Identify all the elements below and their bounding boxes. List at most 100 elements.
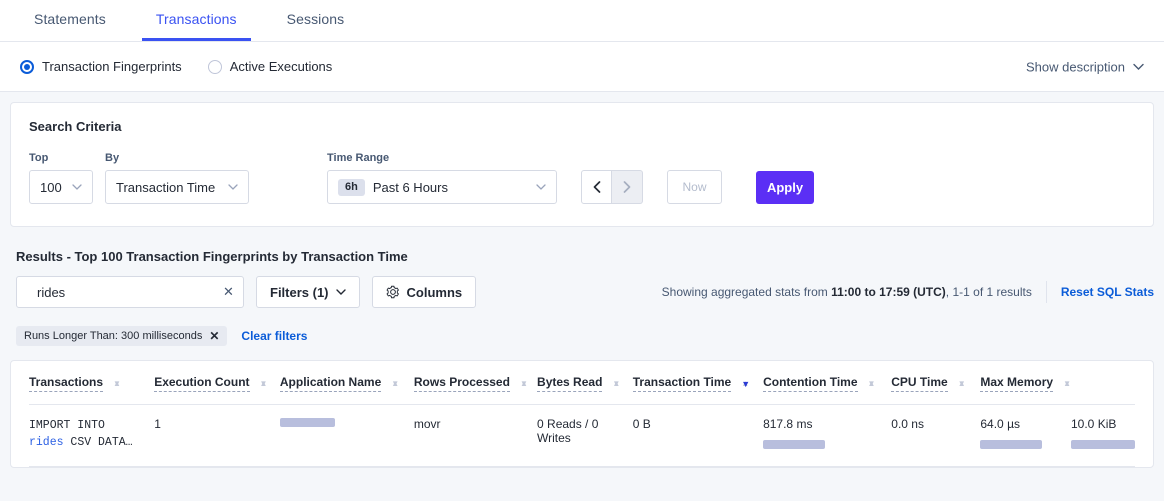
search-criteria-panel: Search Criteria Top 100 By Transaction T… — [10, 102, 1154, 227]
time-range-select[interactable]: 6h Past 6 Hours — [327, 170, 557, 204]
results-table-card: Transactions ▲ ▼ Execution Count ▲ ▼ Appli… — [10, 360, 1154, 468]
results-title: Results - Top 100 Transaction Fingerprin… — [16, 249, 408, 264]
time-range-value: Past 6 Hours — [372, 179, 448, 195]
cell-contention-time: 0.0 ns — [891, 405, 980, 467]
now-button[interactable]: Now — [667, 170, 722, 204]
filters-button[interactable]: Filters (1) — [256, 276, 360, 308]
tab-statements[interactable]: Statements — [20, 0, 120, 41]
top-field: Top 100 — [29, 152, 93, 204]
statement-text: IMPORT INTO rides CSV DATA… — [29, 417, 154, 452]
column-header-max-memory[interactable]: Max Memory ▲ ▼ — [980, 361, 1071, 405]
statement-line-2: rides CSV DATA… — [29, 434, 154, 451]
remove-filter-icon[interactable]: ✕ — [209, 329, 220, 343]
column-header-execution-count[interactable]: Execution Count ▲ ▼ — [154, 361, 280, 405]
execution-count-bar — [279, 418, 335, 427]
tab-transactions[interactable]: Transactions — [141, 0, 251, 41]
stats-divider — [1045, 281, 1047, 303]
table-row[interactable]: IMPORT INTO rides CSV DATA… 1 — [29, 404, 1135, 467]
time-nav-group — [581, 170, 643, 204]
chevron-down-icon — [1133, 63, 1144, 70]
max-memory-bar — [1071, 440, 1135, 449]
stats-prefix: Showing aggregated stats from — [661, 285, 832, 299]
search-box[interactable]: ✕ — [16, 276, 244, 308]
radio-active-executions[interactable]: Active Executions — [207, 59, 332, 74]
rows-processed-value: 0 Reads / 0 Writes — [537, 417, 599, 445]
table-body: IMPORT INTO rides CSV DATA… 1 — [29, 404, 1135, 467]
results-toolbar: ✕ Filters (1) Columns Showing aggregated… — [16, 276, 1154, 308]
gear-icon — [386, 285, 399, 299]
column-header-max-memory-label: Max Memory — [980, 375, 1054, 392]
column-header-transaction-time[interactable]: Transaction Time ▲ ▼ — [632, 361, 763, 405]
search-criteria-controls: Top 100 By Transaction Time — [29, 152, 1135, 204]
cell-transaction-statement[interactable]: IMPORT INTO rides CSV DATA… — [29, 405, 154, 467]
column-header-rows-processed-label: Rows Processed — [413, 375, 510, 392]
stats-suffix: , 1-1 of 1 results — [945, 285, 1032, 299]
tab-bar: Statements Transactions Sessions — [0, 0, 1164, 42]
now-button-label: Now — [682, 180, 707, 194]
active-filters-row: Runs Longer Than: 300 milliseconds ✕ Cle… — [16, 326, 1154, 346]
by-select[interactable]: Transaction Time — [105, 170, 249, 204]
previous-time-button[interactable] — [581, 170, 612, 204]
filters-button-label: Filters (1) — [270, 284, 329, 300]
tab-sessions-label: Sessions — [286, 11, 345, 27]
max-memory-value: 10.0 KiB — [1071, 417, 1117, 431]
column-header-rows-processed[interactable]: Rows Processed ▲ ▼ — [413, 361, 537, 405]
columns-button[interactable]: Columns — [371, 276, 477, 308]
transactions-table: Transactions ▲ ▼ Execution Count ▲ ▼ Appli… — [29, 361, 1135, 467]
filter-chip-runs-longer-than[interactable]: Runs Longer Than: 300 milliseconds ✕ — [16, 326, 228, 346]
column-header-application-name[interactable]: Application Name ▲ ▼ — [279, 361, 414, 405]
column-header-contention-time-label: Contention Time — [763, 375, 858, 392]
apply-button[interactable]: Apply — [756, 171, 814, 204]
next-time-button[interactable] — [612, 170, 643, 204]
by-value: Transaction Time — [116, 179, 216, 195]
search-criteria-title: Search Criteria — [29, 119, 122, 134]
time-range-badge: 6h — [338, 178, 365, 196]
radio-unselected-icon — [207, 59, 222, 74]
show-description-toggle[interactable]: Show description — [1026, 59, 1144, 74]
tab-sessions[interactable]: Sessions — [273, 0, 359, 41]
cell-bytes-read: 0 B — [633, 405, 763, 467]
chevron-down-icon — [335, 289, 346, 295]
contention-time-value: 0.0 ns — [891, 417, 924, 431]
column-header-application-name-label: Application Name — [279, 375, 382, 392]
time-range-field: Time Range 6h Past 6 Hours — [327, 152, 557, 204]
statement-line-1: IMPORT INTO — [29, 419, 105, 432]
application-name-value: movr — [413, 417, 441, 431]
cell-cpu-time: 64.0 µs — [980, 405, 1071, 467]
radio-transaction-fingerprints[interactable]: Transaction Fingerprints — [20, 59, 182, 74]
time-range-label: Time Range — [327, 152, 390, 164]
column-header-bytes-read[interactable]: Bytes Read ▲ ▼ — [537, 361, 633, 405]
top-value: 100 — [40, 179, 62, 195]
view-options-row: Transaction Fingerprints Active Executio… — [0, 42, 1164, 92]
clear-filters-link[interactable]: Clear filters — [241, 329, 308, 343]
column-header-transactions-label: Transactions — [29, 375, 104, 392]
column-header-cpu-time-label: CPU Time — [891, 375, 948, 392]
cpu-time-bar — [980, 440, 1043, 449]
column-header-transactions[interactable]: Transactions ▲ ▼ — [29, 361, 154, 405]
tab-statements-label: Statements — [34, 11, 106, 27]
results-stats: Showing aggregated stats from 11:00 to 1… — [662, 281, 1154, 303]
top-select[interactable]: 100 — [29, 170, 93, 204]
clear-search-icon[interactable]: ✕ — [223, 284, 234, 299]
stats-time-range: 11:00 to 17:59 (UTC) — [831, 285, 946, 299]
radio-transaction-fingerprints-label: Transaction Fingerprints — [42, 59, 182, 74]
table-header-row: Transactions ▲ ▼ Execution Count ▲ ▼ Appli… — [29, 361, 1135, 405]
chevron-down-icon — [228, 184, 238, 190]
reset-sql-stats-link[interactable]: Reset SQL Stats — [1060, 285, 1154, 299]
search-input[interactable] — [35, 283, 215, 301]
column-header-cpu-time[interactable]: CPU Time ▲ ▼ — [891, 361, 980, 405]
column-header-bytes-read-label: Bytes Read — [537, 375, 603, 392]
statement-search-match: rides — [29, 436, 64, 450]
table-head: Transactions ▲ ▼ Execution Count ▲ ▼ Appli… — [29, 361, 1135, 405]
cell-transaction-time: 817.8 ms — [763, 405, 891, 467]
by-field: By Transaction Time — [105, 152, 249, 204]
transaction-time-bar — [763, 440, 826, 449]
cell-max-memory: 10.0 KiB — [1071, 405, 1135, 467]
cell-application-name-value: movr — [414, 405, 537, 467]
cpu-time-value: 64.0 µs — [980, 417, 1020, 431]
chevron-right-icon — [623, 181, 631, 193]
top-label: Top — [29, 152, 49, 164]
column-header-contention-time[interactable]: Contention Time ▲ ▼ — [763, 361, 891, 405]
cell-application-name — [279, 405, 414, 467]
cell-rows-processed: 0 Reads / 0 Writes — [537, 405, 633, 467]
